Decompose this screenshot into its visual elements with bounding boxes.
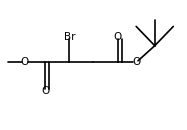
Text: Br: Br [64, 32, 75, 42]
Text: O: O [41, 86, 49, 96]
Text: O: O [114, 32, 122, 42]
Text: O: O [132, 57, 140, 67]
Text: O: O [21, 57, 29, 67]
